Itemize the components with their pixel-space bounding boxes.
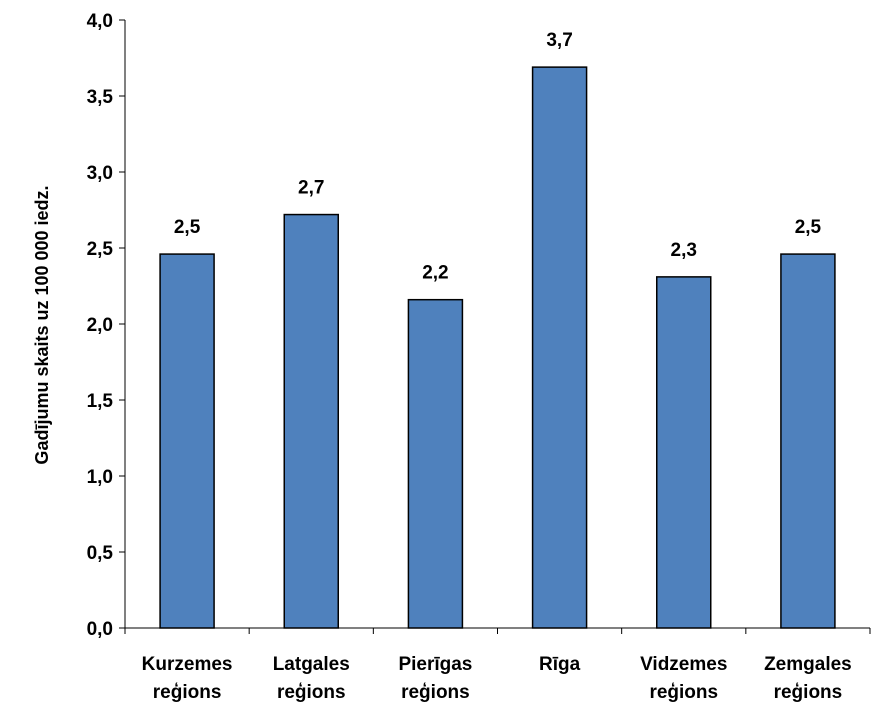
y-tick-label: 2,5 xyxy=(87,239,114,260)
y-tick-label: 4,0 xyxy=(87,11,113,32)
y-tick-label: 3,0 xyxy=(87,163,113,184)
y-tick-label: 1,5 xyxy=(87,391,114,412)
x-category-label: reģions xyxy=(774,682,843,703)
y-tick-label: 1,0 xyxy=(87,467,113,488)
x-category-label: Zemgales xyxy=(764,654,852,675)
data-label: 2,7 xyxy=(298,178,324,199)
bar xyxy=(159,253,215,629)
x-category-label: Rīga xyxy=(539,654,581,675)
bar xyxy=(283,213,339,629)
data-label: 2,5 xyxy=(795,217,822,238)
x-category-label: reģions xyxy=(649,682,718,703)
x-category-label: reģions xyxy=(153,682,222,703)
data-label: 2,5 xyxy=(174,217,201,238)
plot-area: 0,0 0,5 1,0 1,5 2,0 2,5 3,0 3,5 4,0 2,5 Kurzemes re… xyxy=(87,11,871,703)
y-tick-label: 2,0 xyxy=(87,315,113,336)
x-category-label: reģions xyxy=(401,682,470,703)
bar xyxy=(656,276,712,629)
bar xyxy=(531,66,588,629)
y-tick-label: 3,5 xyxy=(87,87,114,108)
x-category-label: Pierīgas xyxy=(398,654,472,675)
bar xyxy=(407,298,464,629)
y-axis-title: Gadījumu skaits uz 100 000 iedz. xyxy=(32,185,52,464)
data-label: 2,3 xyxy=(671,240,697,261)
x-category-label: reģions xyxy=(277,682,346,703)
y-tick-label: 0,0 xyxy=(87,619,113,640)
x-category-label: Vidzemes xyxy=(640,654,727,675)
data-label: 3,7 xyxy=(546,30,572,51)
bar xyxy=(780,253,836,629)
x-category-label: Latgales xyxy=(273,654,350,675)
y-tick-label: 0,5 xyxy=(87,543,114,564)
data-label: 2,2 xyxy=(422,263,448,284)
x-category-label: Kurzemes xyxy=(142,654,233,675)
